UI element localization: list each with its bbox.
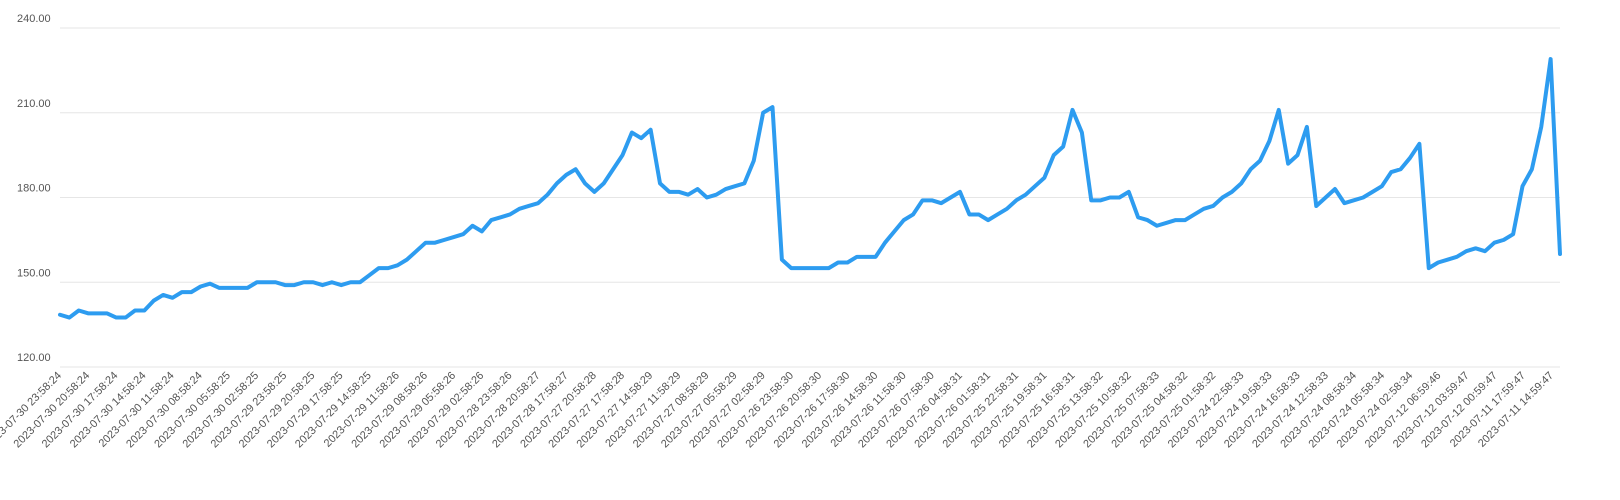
series-line <box>58 57 1562 320</box>
y-tick-label: 120.00 <box>17 352 51 364</box>
y-tick-label: 150.00 <box>17 267 51 279</box>
gridlines <box>60 27 1560 368</box>
series-layer <box>58 57 1562 320</box>
y-tick-label: 210.00 <box>17 98 51 110</box>
y-tick-label: 240.00 <box>17 13 51 25</box>
y-axis-ticks: 120.00 150.00 180.00 210.00 240.00 <box>17 13 51 364</box>
y-tick-label: 180.00 <box>17 183 51 195</box>
